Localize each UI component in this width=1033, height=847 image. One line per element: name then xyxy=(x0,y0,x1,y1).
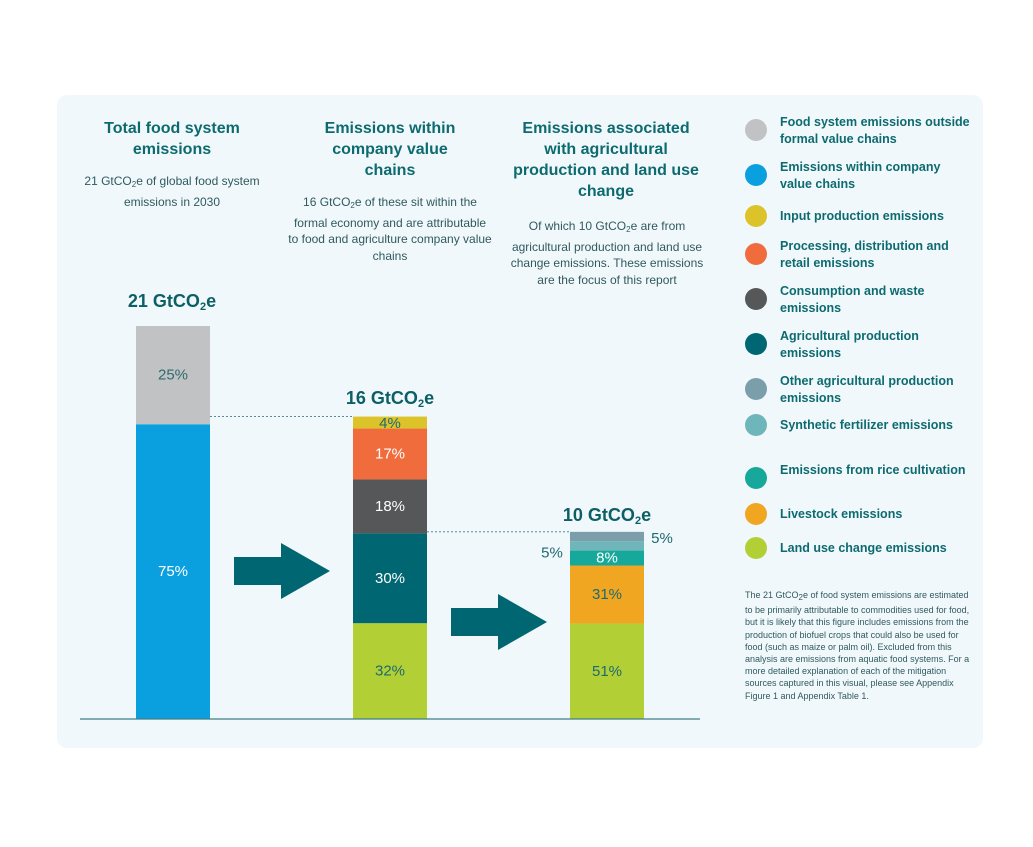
legend-swatch-icon xyxy=(745,205,767,227)
legend-swatch-icon xyxy=(745,537,767,559)
legend-label: Other agricultural production emissions xyxy=(780,374,954,405)
column-desc-total: 21 GtCO2e of global food system emission… xyxy=(84,174,260,209)
bar-segment xyxy=(136,326,210,425)
segment-label: 18% xyxy=(375,498,405,515)
segment-label: 8% xyxy=(596,550,618,567)
segment-label: 30% xyxy=(375,570,405,587)
footnote: The 21 GtCO2e of food system emissions a… xyxy=(745,590,970,701)
legend-label: Synthetic fertilizer emissions xyxy=(780,418,953,432)
bar-segment xyxy=(570,531,644,542)
legend-label: Consumption and waste emissions xyxy=(780,284,925,315)
segment-label: 75% xyxy=(158,563,188,580)
legend-item: Consumption and waste emissions xyxy=(745,283,975,319)
bar-segment xyxy=(353,623,427,719)
legend-item: Input production emissions xyxy=(745,205,975,244)
bar-segment xyxy=(136,424,210,719)
chart-panel xyxy=(57,95,983,748)
legend-item: Emissions within company value chains xyxy=(745,159,975,195)
legend-label: Emissions within company value chains xyxy=(780,160,941,191)
segment-label: 25% xyxy=(158,367,188,384)
legend-label: Land use change emissions xyxy=(780,541,947,555)
bar-segment xyxy=(570,623,644,719)
bar-total-10: 10 GtCO2e xyxy=(562,505,652,527)
column-title-agriculture: Emissions associated with agricultural p… xyxy=(513,120,699,200)
legend-label: Agricultural production emissions xyxy=(780,329,919,360)
legend-swatch-icon xyxy=(745,467,767,489)
bar-total-21: 21 GtCO2e xyxy=(127,291,217,313)
legend-swatch-icon xyxy=(745,333,767,355)
legend-item: Processing, distribution and retail emis… xyxy=(745,238,975,274)
legend-swatch-icon xyxy=(745,378,767,400)
bar-segment xyxy=(570,550,644,566)
legend-label: Input production emissions xyxy=(780,209,944,223)
bar-segment xyxy=(353,428,427,480)
legend-swatch-icon xyxy=(745,243,767,265)
arrow-right-1 xyxy=(234,543,330,599)
column-desc-agriculture: Of which 10 GtCO2e are from agricultural… xyxy=(510,219,704,287)
legend-swatch-icon xyxy=(745,119,767,141)
bar-segment xyxy=(570,565,644,624)
bars-group xyxy=(136,326,644,719)
segment-label: 32% xyxy=(375,663,405,680)
column-title-company: Emissions within company value chains xyxy=(324,120,456,179)
segment-label: 5% xyxy=(541,544,563,561)
segment-label: 31% xyxy=(592,586,622,603)
segment-label: 5% xyxy=(651,530,673,547)
legend-label: Processing, distribution and retail emis… xyxy=(780,239,949,270)
legend-swatch-icon xyxy=(745,414,767,436)
legend-label: Food system emissions outside formal val… xyxy=(780,115,970,146)
legend-item: Emissions from rice cultivation xyxy=(745,462,975,498)
legend-item: Livestock emissions xyxy=(745,503,975,542)
legend-label: Emissions from rice cultivation xyxy=(780,463,966,477)
segment-label: 17% xyxy=(375,446,405,463)
column-desc-company: 16 GtCO2e of these sit within the formal… xyxy=(288,195,492,263)
bar-segment xyxy=(353,533,427,624)
legend-item: Agricultural production emissions xyxy=(745,328,975,364)
legend-item: Other agricultural production emissions xyxy=(745,373,975,409)
arrow-right-2 xyxy=(451,594,547,650)
bar-segment xyxy=(353,479,427,534)
segment-labels-group: 75% 25% 32% 30% 18% 17% 4% 51% 31% 8% 5% 5% xyxy=(158,367,673,680)
legend-swatch-icon xyxy=(745,164,767,186)
legend-swatch-icon xyxy=(745,503,767,525)
bar-segment xyxy=(570,541,644,551)
legend-item: Synthetic fertilizer emissions xyxy=(745,414,975,453)
column-title-total: Total food system emissions xyxy=(104,120,240,158)
legend-swatch-icon xyxy=(745,288,767,310)
legend-item: Land use change emissions xyxy=(745,537,975,576)
bar-total-16: 16 GtCO2e xyxy=(345,388,435,410)
legend-item: Food system emissions outside formal val… xyxy=(745,114,975,150)
segment-label: 51% xyxy=(592,663,622,680)
segment-label: 4% xyxy=(379,415,401,432)
bar-segment xyxy=(353,416,427,429)
legend-label: Livestock emissions xyxy=(780,507,903,521)
